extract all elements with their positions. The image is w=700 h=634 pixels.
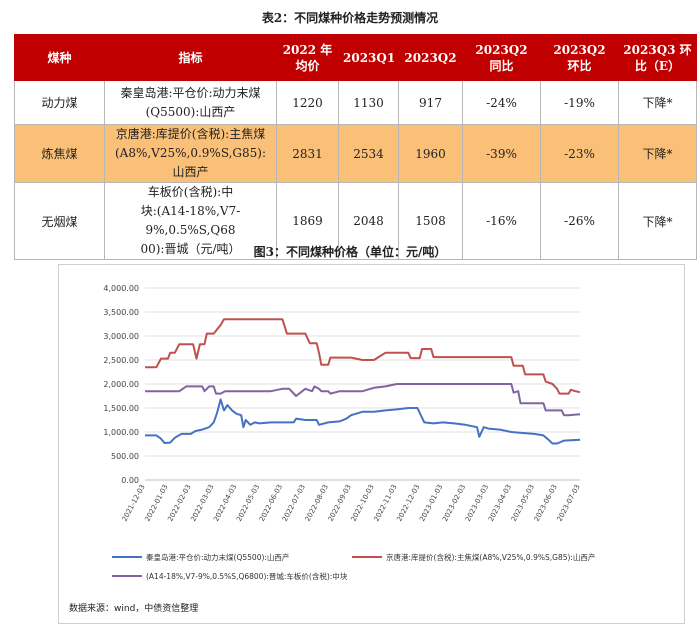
- y-tick-label: 2,000.00: [103, 380, 139, 389]
- chart-gridlines: [145, 287, 580, 481]
- legend-label: 秦皇岛港:平仓价:动力末煤(Q5500):山西产: [146, 552, 289, 562]
- header-forecast: 2023Q3 环比（E）: [618, 34, 697, 81]
- x-tick-label: 2022-10-03: [350, 483, 376, 523]
- legend-label: (A14-18%,V7-9%,0.5%S,Q6800):晋城:车板价(含税):中…: [146, 571, 348, 581]
- x-axis-ticks: 2021-12-032022-01-032022-02-032022-03-03…: [121, 483, 582, 523]
- y-tick-label: 500.00: [111, 452, 139, 461]
- indicator-cell: 京唐港:库提价(含税):主焦煤 (A8%,V25%,0.9%S,G85):山西产: [104, 124, 277, 183]
- legend-label: 京唐港:库提价(含税):主焦煤(A8%,V25%,0.9%S,G85):山西产: [386, 552, 595, 562]
- series-line: [145, 318, 581, 395]
- header-yoy: 2023Q2 同比: [462, 34, 541, 81]
- table-row: 动力煤 秦皇岛港:平仓价:动力末煤 (Q5500):山西产 1220 1130 9…: [14, 80, 697, 125]
- qoq-cell: -23%: [540, 124, 619, 183]
- x-tick-label: 2022-09-03: [327, 483, 353, 523]
- forecast-cell: 下降*: [618, 80, 697, 125]
- avg-2022-cell: 1869: [276, 182, 339, 260]
- x-tick-label: 2022-05-03: [235, 483, 261, 523]
- yoy-cell: -24%: [462, 80, 541, 125]
- series-line: [145, 398, 581, 445]
- data-source: 数据来源：wind，中债资信整理: [69, 604, 199, 614]
- indicator-cell: 车板价(含税):中 块:(A14-18%,V7-9%,0.5%S,Q68 00):晋…: [104, 182, 277, 260]
- y-tick-label: 0.00: [121, 476, 139, 485]
- figure-title: 图3：不同煤种价格（单位：元/吨）: [253, 245, 447, 259]
- y-tick-label: 3,500.00: [103, 308, 139, 317]
- x-tick-label: 2022-12-03: [395, 483, 421, 523]
- q2-cell: 1960: [398, 124, 463, 183]
- x-tick-label: 2022-08-03: [304, 483, 330, 523]
- x-tick-label: 2022-11-03: [372, 483, 398, 523]
- q2-cell: 917: [398, 80, 463, 125]
- y-tick-label: 1,000.00: [103, 428, 139, 437]
- x-tick-label: 2023-05-03: [510, 483, 536, 523]
- header-indicator: 指标: [104, 34, 277, 81]
- qoq-cell: -19%: [540, 80, 619, 125]
- y-tick-label: 4,000.00: [103, 284, 139, 293]
- x-tick-label: 2023-03-03: [464, 483, 490, 523]
- coal-name: 无烟煤: [14, 182, 105, 260]
- x-tick-label: 2023-06-03: [533, 483, 559, 523]
- q1-cell: 2048: [338, 182, 399, 260]
- table-row: 无烟煤 车板价(含税):中 块:(A14-18%,V7-9%,0.5%S,Q68 0…: [14, 182, 697, 260]
- chart-frame: [58, 264, 685, 624]
- y-tick-label: 1,500.00: [103, 404, 139, 413]
- x-tick-label: 2022-03-03: [189, 483, 215, 523]
- table-header-row: 煤种 指标 2022 年均价 2023Q1 2023Q2 2023Q2 同比 20…: [14, 34, 697, 81]
- header-qoq: 2023Q2 环比: [540, 34, 619, 81]
- q2-cell: 1508: [398, 182, 463, 260]
- x-tick-label: 2022-04-03: [212, 483, 238, 523]
- table-row: 炼焦煤 京唐港:库提价(含税):主焦煤 (A8%,V25%,0.9%S,G85):…: [14, 124, 697, 183]
- q1-cell: 2534: [338, 124, 399, 183]
- indicator-cell: 秦皇岛港:平仓价:动力末煤 (Q5500):山西产: [104, 80, 277, 125]
- x-tick-label: 2023-01-03: [418, 483, 444, 523]
- x-tick-label: 2022-07-03: [281, 483, 307, 523]
- yoy-cell: -16%: [462, 182, 541, 260]
- header-avg-2022: 2022 年均价: [276, 34, 339, 81]
- forecast-cell: 下降*: [618, 124, 697, 183]
- coal-price-table: 煤种 指标 2022 年均价 2023Q1 2023Q2 2023Q2 同比 20…: [14, 34, 697, 260]
- x-tick-label: 2022-06-03: [258, 483, 284, 523]
- x-tick-label: 2023-04-03: [487, 483, 513, 523]
- x-tick-label: 2022-02-03: [166, 483, 192, 523]
- header-2023q2: 2023Q2: [398, 34, 463, 81]
- avg-2022-cell: 2831: [276, 124, 339, 183]
- table-title: 表2：不同煤种价格走势预测情况: [261, 11, 439, 25]
- x-tick-label: 2022-01-03: [143, 483, 169, 523]
- y-tick-label: 2,500.00: [103, 356, 139, 365]
- x-tick-label: 2021-12-03: [121, 483, 147, 523]
- chart-legend: 秦皇岛港:平仓价:动力末煤(Q5500):山西产 京唐港:库提价(含税):主焦煤(…: [112, 552, 595, 581]
- x-tick-label: 2023-07-03: [556, 483, 582, 523]
- chart-series: [145, 318, 581, 445]
- y-tick-label: 3,000.00: [103, 332, 139, 341]
- forecast-cell: 下降*: [618, 182, 697, 260]
- coal-name: 动力煤: [14, 80, 105, 125]
- x-tick-label: 2023-02-03: [441, 483, 467, 523]
- header-2023q1: 2023Q1: [338, 34, 399, 81]
- series-line: [145, 383, 581, 417]
- y-axis-ticks: 0.00 500.00 1,000.00 1,500.00 2,000.00 2,500.…: [103, 284, 139, 485]
